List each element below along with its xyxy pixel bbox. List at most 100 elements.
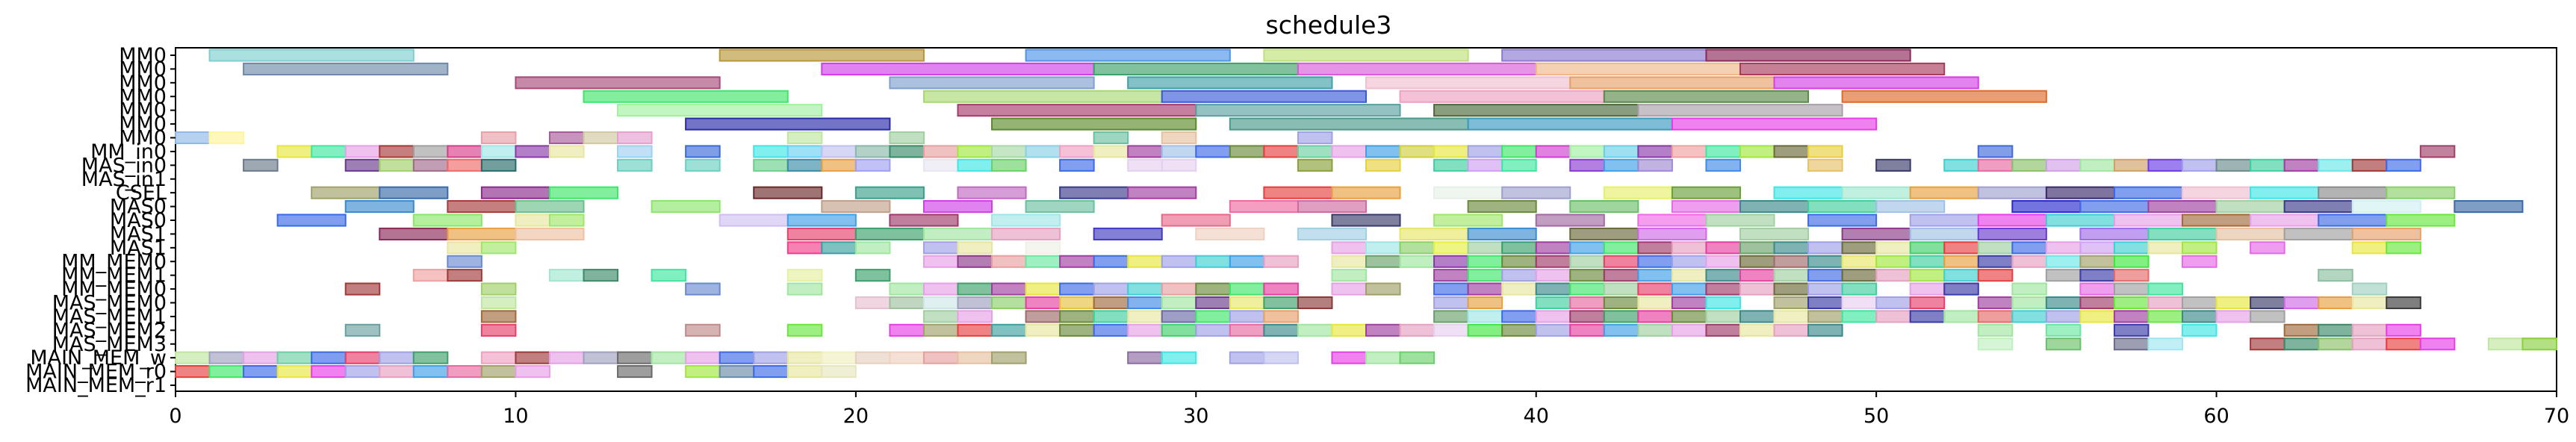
task-bar [2283,227,2353,240]
task-bar [515,227,585,240]
task-bar [1467,241,1503,255]
task-bar [2079,200,2150,214]
task-bar [1977,269,2014,282]
task-bar [1637,282,1673,296]
task-bar [1603,186,1673,199]
task-bar [2113,323,2150,337]
task-bar [1637,269,1673,282]
task-bar [2045,255,2082,268]
task-bar [1229,310,1265,323]
task-bar [922,90,1163,103]
task-bar [1569,76,1775,90]
task-bar [1263,186,1333,199]
task-bar [957,186,1027,199]
x-tick-label: 0 [169,405,181,428]
task-bar [2318,337,2353,351]
task-bar [957,145,993,158]
task-bar [1297,227,1368,240]
task-bar [2386,337,2421,351]
task-bar [1331,186,1401,199]
task-bar [1535,145,1571,158]
task-bar [2147,282,2184,296]
task-bar [1841,255,1878,268]
task-bar [1025,310,1061,323]
task-bar [1671,269,1707,282]
task-bar [1433,186,1503,199]
task-bar [344,158,381,172]
task-bar [991,351,1027,364]
task-bar [922,227,993,240]
task-bar [276,351,313,364]
task-bar [1467,255,1503,268]
task-bar [1671,310,1707,323]
y-tick-label: MM0 [119,127,167,150]
y-tick-label: MM_MEM0 [61,250,167,273]
task-bar [2215,310,2252,323]
task-bar [1025,282,1061,296]
task-bar [1841,227,1911,240]
task-bar [1841,310,1878,323]
task-bar [2045,186,2115,199]
task-bar [379,158,415,172]
task-bar [786,241,823,255]
task-bar [1161,214,1231,227]
task-bar [1467,117,1673,131]
y-tick-label: MAS0 [110,209,167,232]
task-bar [276,365,313,379]
task-bar [2283,323,2320,337]
task-bar [1943,310,1979,323]
task-bar [548,186,619,199]
task-bar [2045,269,2082,282]
task-bar [1229,255,1265,268]
task-bar [2113,186,2184,199]
task-bar [1807,214,1878,227]
task-bar [583,351,619,364]
task-bar [412,214,482,227]
task-bar [1229,282,1265,296]
y-tick-label: MAS_in0 [81,154,167,177]
task-bar [617,351,653,364]
task-bar [515,351,550,364]
task-bar [1297,62,1537,75]
chart-title: schedule3 [1266,10,1392,40]
task-bar [821,241,857,255]
task-bar [1059,282,1095,296]
y-tick-label: MAS_MEM3 [52,333,167,356]
task-bar [1365,158,1401,172]
task-bar [2113,269,2150,282]
task-bar [1739,145,1775,158]
task-bar [1569,200,1639,214]
task-bar [480,158,517,172]
task-bar [2215,296,2252,310]
task-bar [991,323,1027,337]
task-bar [2283,200,2353,214]
task-bar [821,62,1095,75]
task-bar [2147,200,2217,214]
task-bar [1467,227,1537,240]
task-bar [1807,296,1843,310]
task-bar [1705,310,1741,323]
x-tick-label: 70 [2544,405,2569,428]
task-bar [1603,310,1639,323]
task-bar [1229,200,1299,214]
task-bar [583,131,619,145]
task-bar [1093,255,1129,268]
task-bar [1671,117,1878,131]
task-bar [719,351,755,364]
task-bar [1229,296,1265,310]
task-bar [480,365,517,379]
task-bar [1399,145,1436,158]
task-bar [1773,76,1979,90]
task-bar [1365,323,1401,337]
task-bar [1195,282,1231,296]
task-bar [548,269,585,282]
task-bar [889,214,959,227]
task-bar [480,310,517,323]
task-bar [1467,200,1537,214]
task-bar [2113,296,2150,310]
task-bar [2182,255,2217,268]
task-bar [1535,296,1571,310]
task-bar [2147,158,2184,172]
task-bar [480,296,517,310]
task-bar [344,351,381,364]
